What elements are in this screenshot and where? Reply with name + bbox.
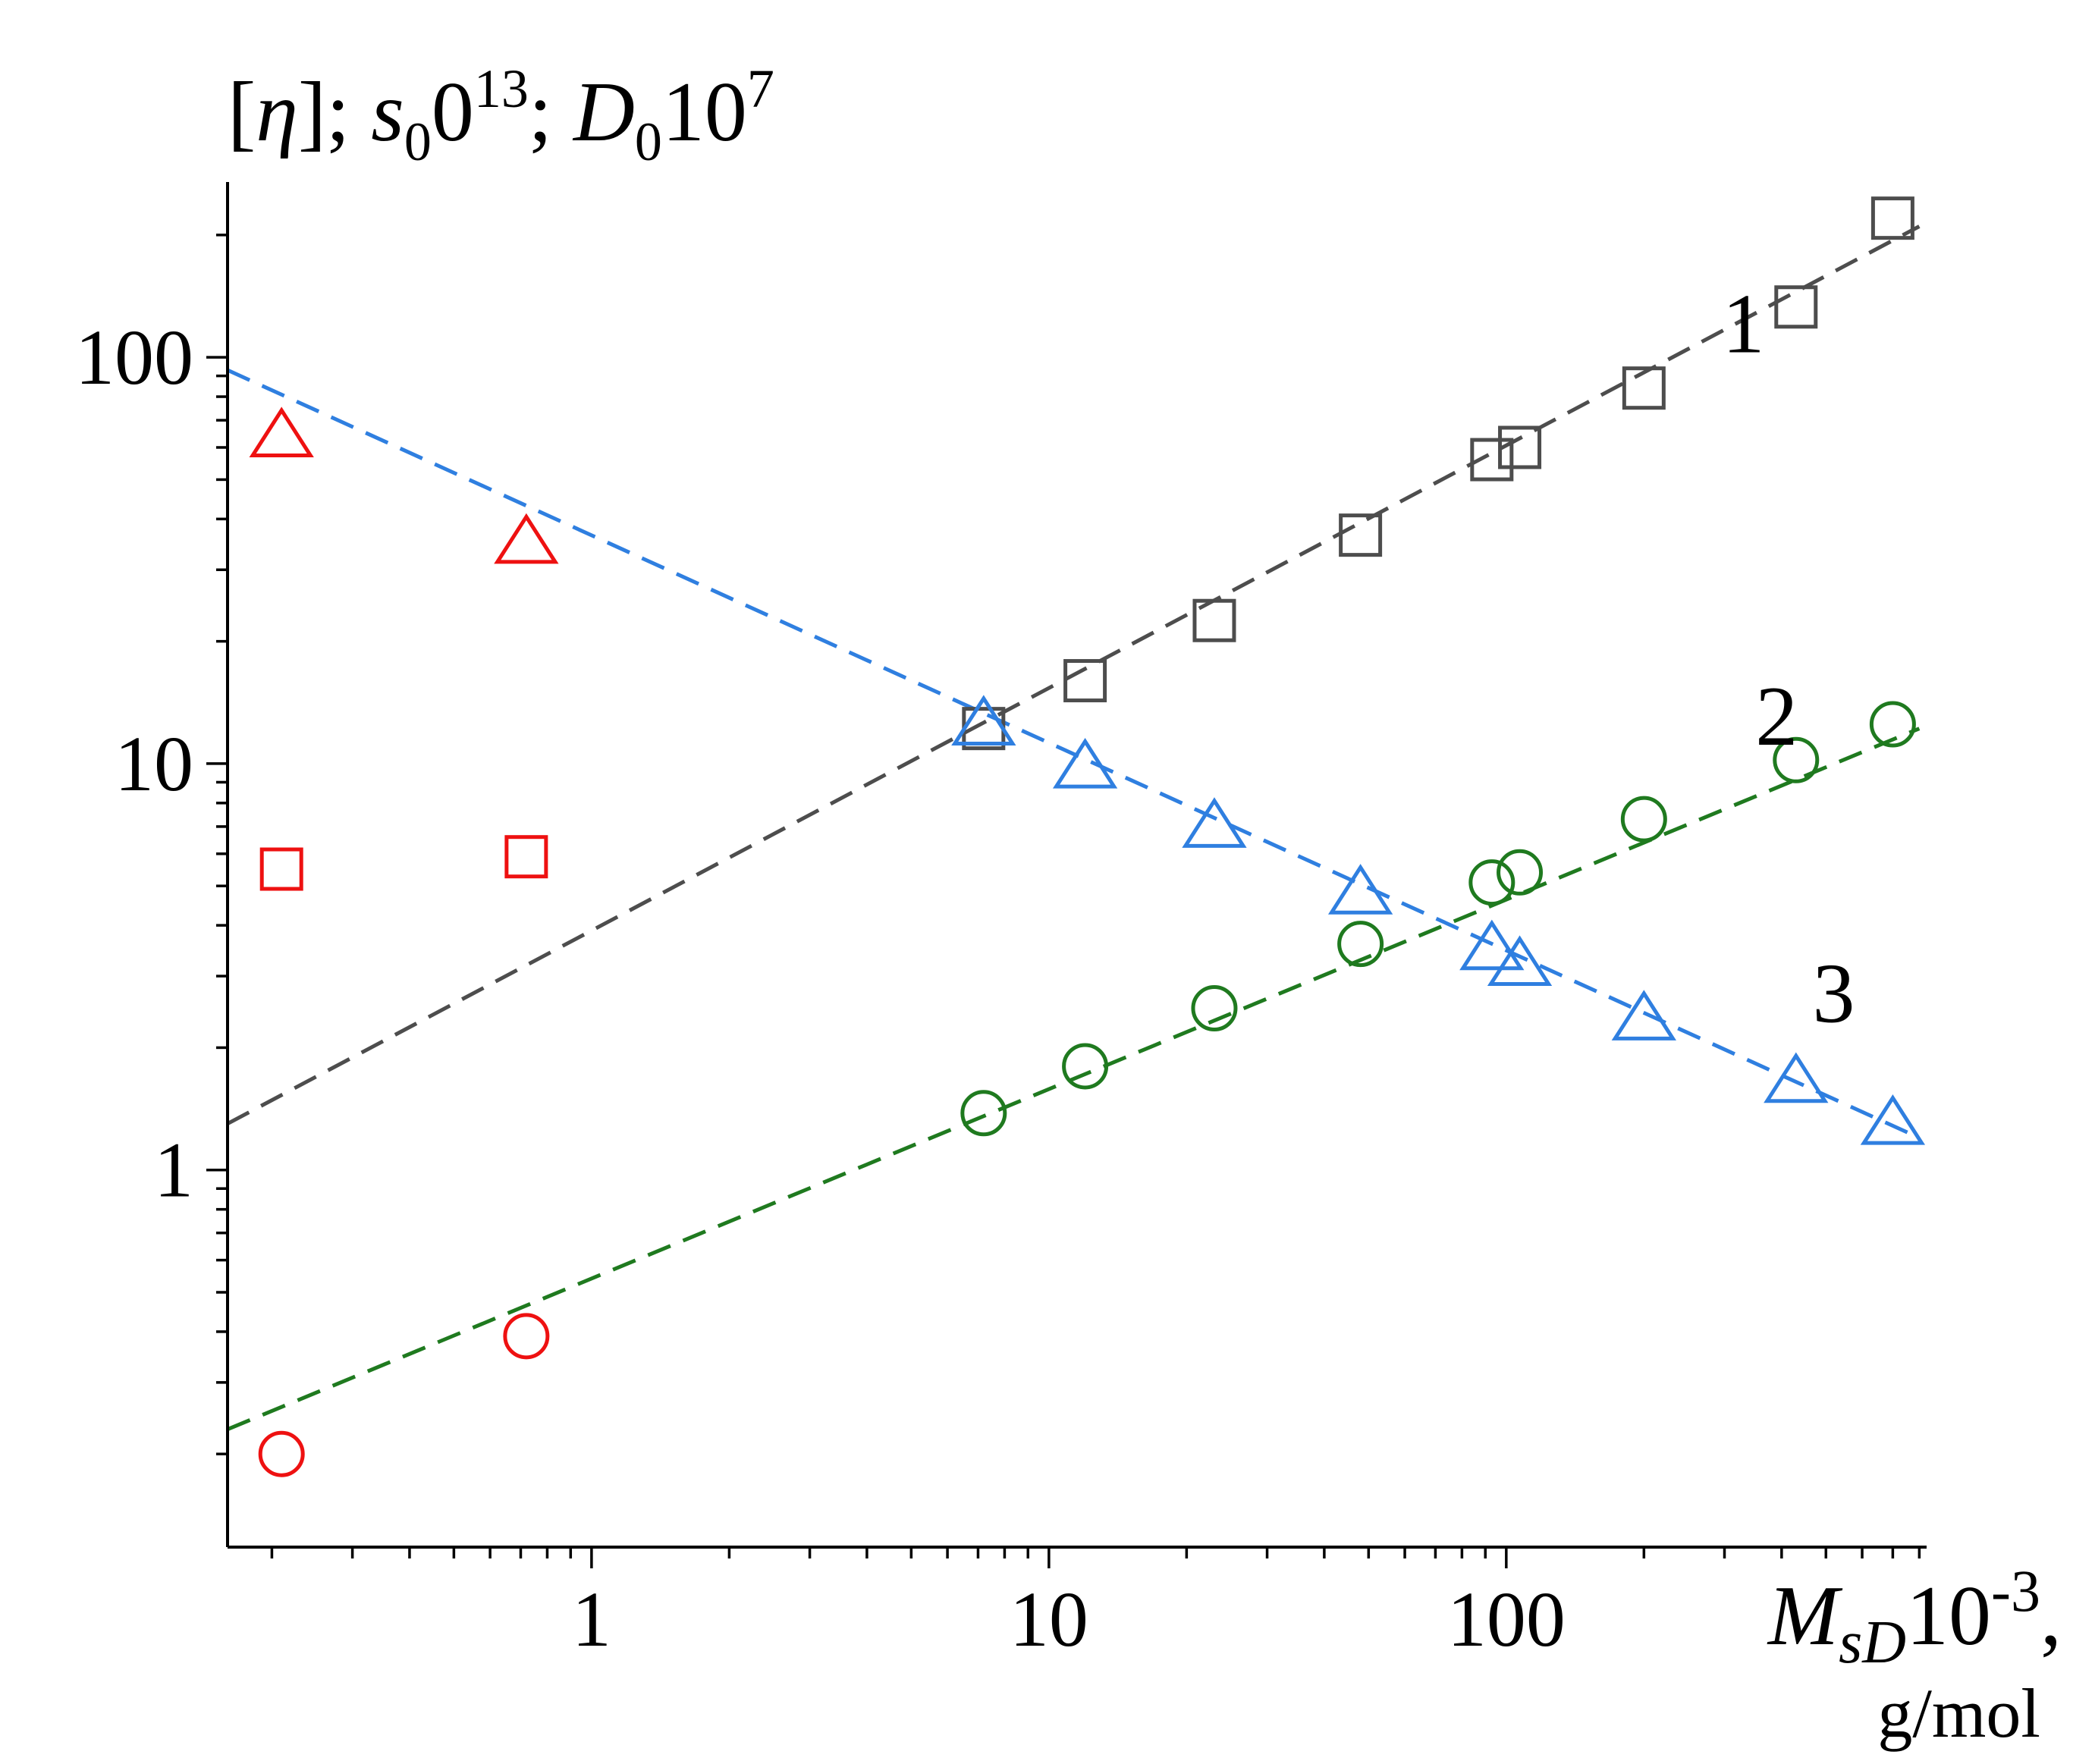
data-point-circle	[1191, 985, 1238, 1032]
fit-line-1	[226, 224, 1921, 1125]
curve-label-3: 3	[1813, 947, 1855, 1041]
data-point-square	[1498, 425, 1542, 469]
x-tick-label: 1	[572, 1576, 611, 1663]
data-point-square	[259, 847, 303, 891]
y-tick-label: 10	[115, 720, 193, 808]
data-point-circle	[503, 1313, 550, 1360]
x-axis-title: MsD10-3,	[1767, 1558, 2062, 1676]
data-point-circle	[1497, 849, 1544, 896]
data-point-triangle	[951, 695, 1016, 745]
data-point-square	[1870, 196, 1914, 240]
y-tick-label: 1	[154, 1127, 193, 1214]
data-point-square	[1622, 366, 1666, 410]
data-point-triangle	[1327, 864, 1393, 915]
data-point-triangle	[249, 406, 314, 457]
data-point-circle	[258, 1430, 305, 1477]
data-point-triangle	[1611, 990, 1676, 1041]
data-point-square	[1774, 285, 1818, 329]
data-point-circle	[1337, 921, 1384, 968]
data-point-square	[1192, 598, 1236, 642]
curve-label-1: 1	[1722, 278, 1764, 372]
labels: 1 10 100 1 10 100 1 2 3	[75, 278, 1855, 1663]
data-point-circle	[960, 1090, 1007, 1137]
data-point-triangle	[1487, 935, 1553, 987]
data-point-triangle	[1182, 797, 1247, 848]
data-point-triangle	[1764, 1052, 1829, 1103]
x-axis-unit: g/mol	[1877, 1675, 2040, 1752]
curve-label-2: 2	[1755, 670, 1798, 764]
data-points	[249, 196, 1926, 1477]
x-tick-label: 10	[1010, 1576, 1088, 1663]
data-point-triangle	[494, 513, 559, 564]
data-point-circle	[1468, 859, 1515, 906]
y-tick-label: 100	[75, 314, 193, 401]
x-tick-label: 100	[1447, 1576, 1566, 1663]
data-point-square	[1470, 438, 1514, 482]
data-point-triangle	[1052, 737, 1118, 789]
data-point-square	[1339, 513, 1383, 557]
data-point-circle	[1869, 701, 1916, 748]
y-axis-title: [η]; s0013; D0107	[228, 58, 774, 172]
data-point-triangle	[1459, 919, 1525, 971]
data-point-circle	[1062, 1043, 1109, 1090]
fit-line-3	[226, 368, 1921, 1140]
axes	[226, 182, 1927, 1549]
data-point-circle	[1620, 796, 1667, 843]
fit-line-2	[227, 727, 1921, 1432]
data-point-square	[504, 835, 548, 879]
ticks	[206, 234, 1921, 1568]
data-point-circle	[1773, 736, 1820, 783]
data-point-square	[1063, 659, 1107, 703]
fit-lines	[226, 224, 1921, 1432]
data-point-triangle	[1860, 1094, 1926, 1145]
